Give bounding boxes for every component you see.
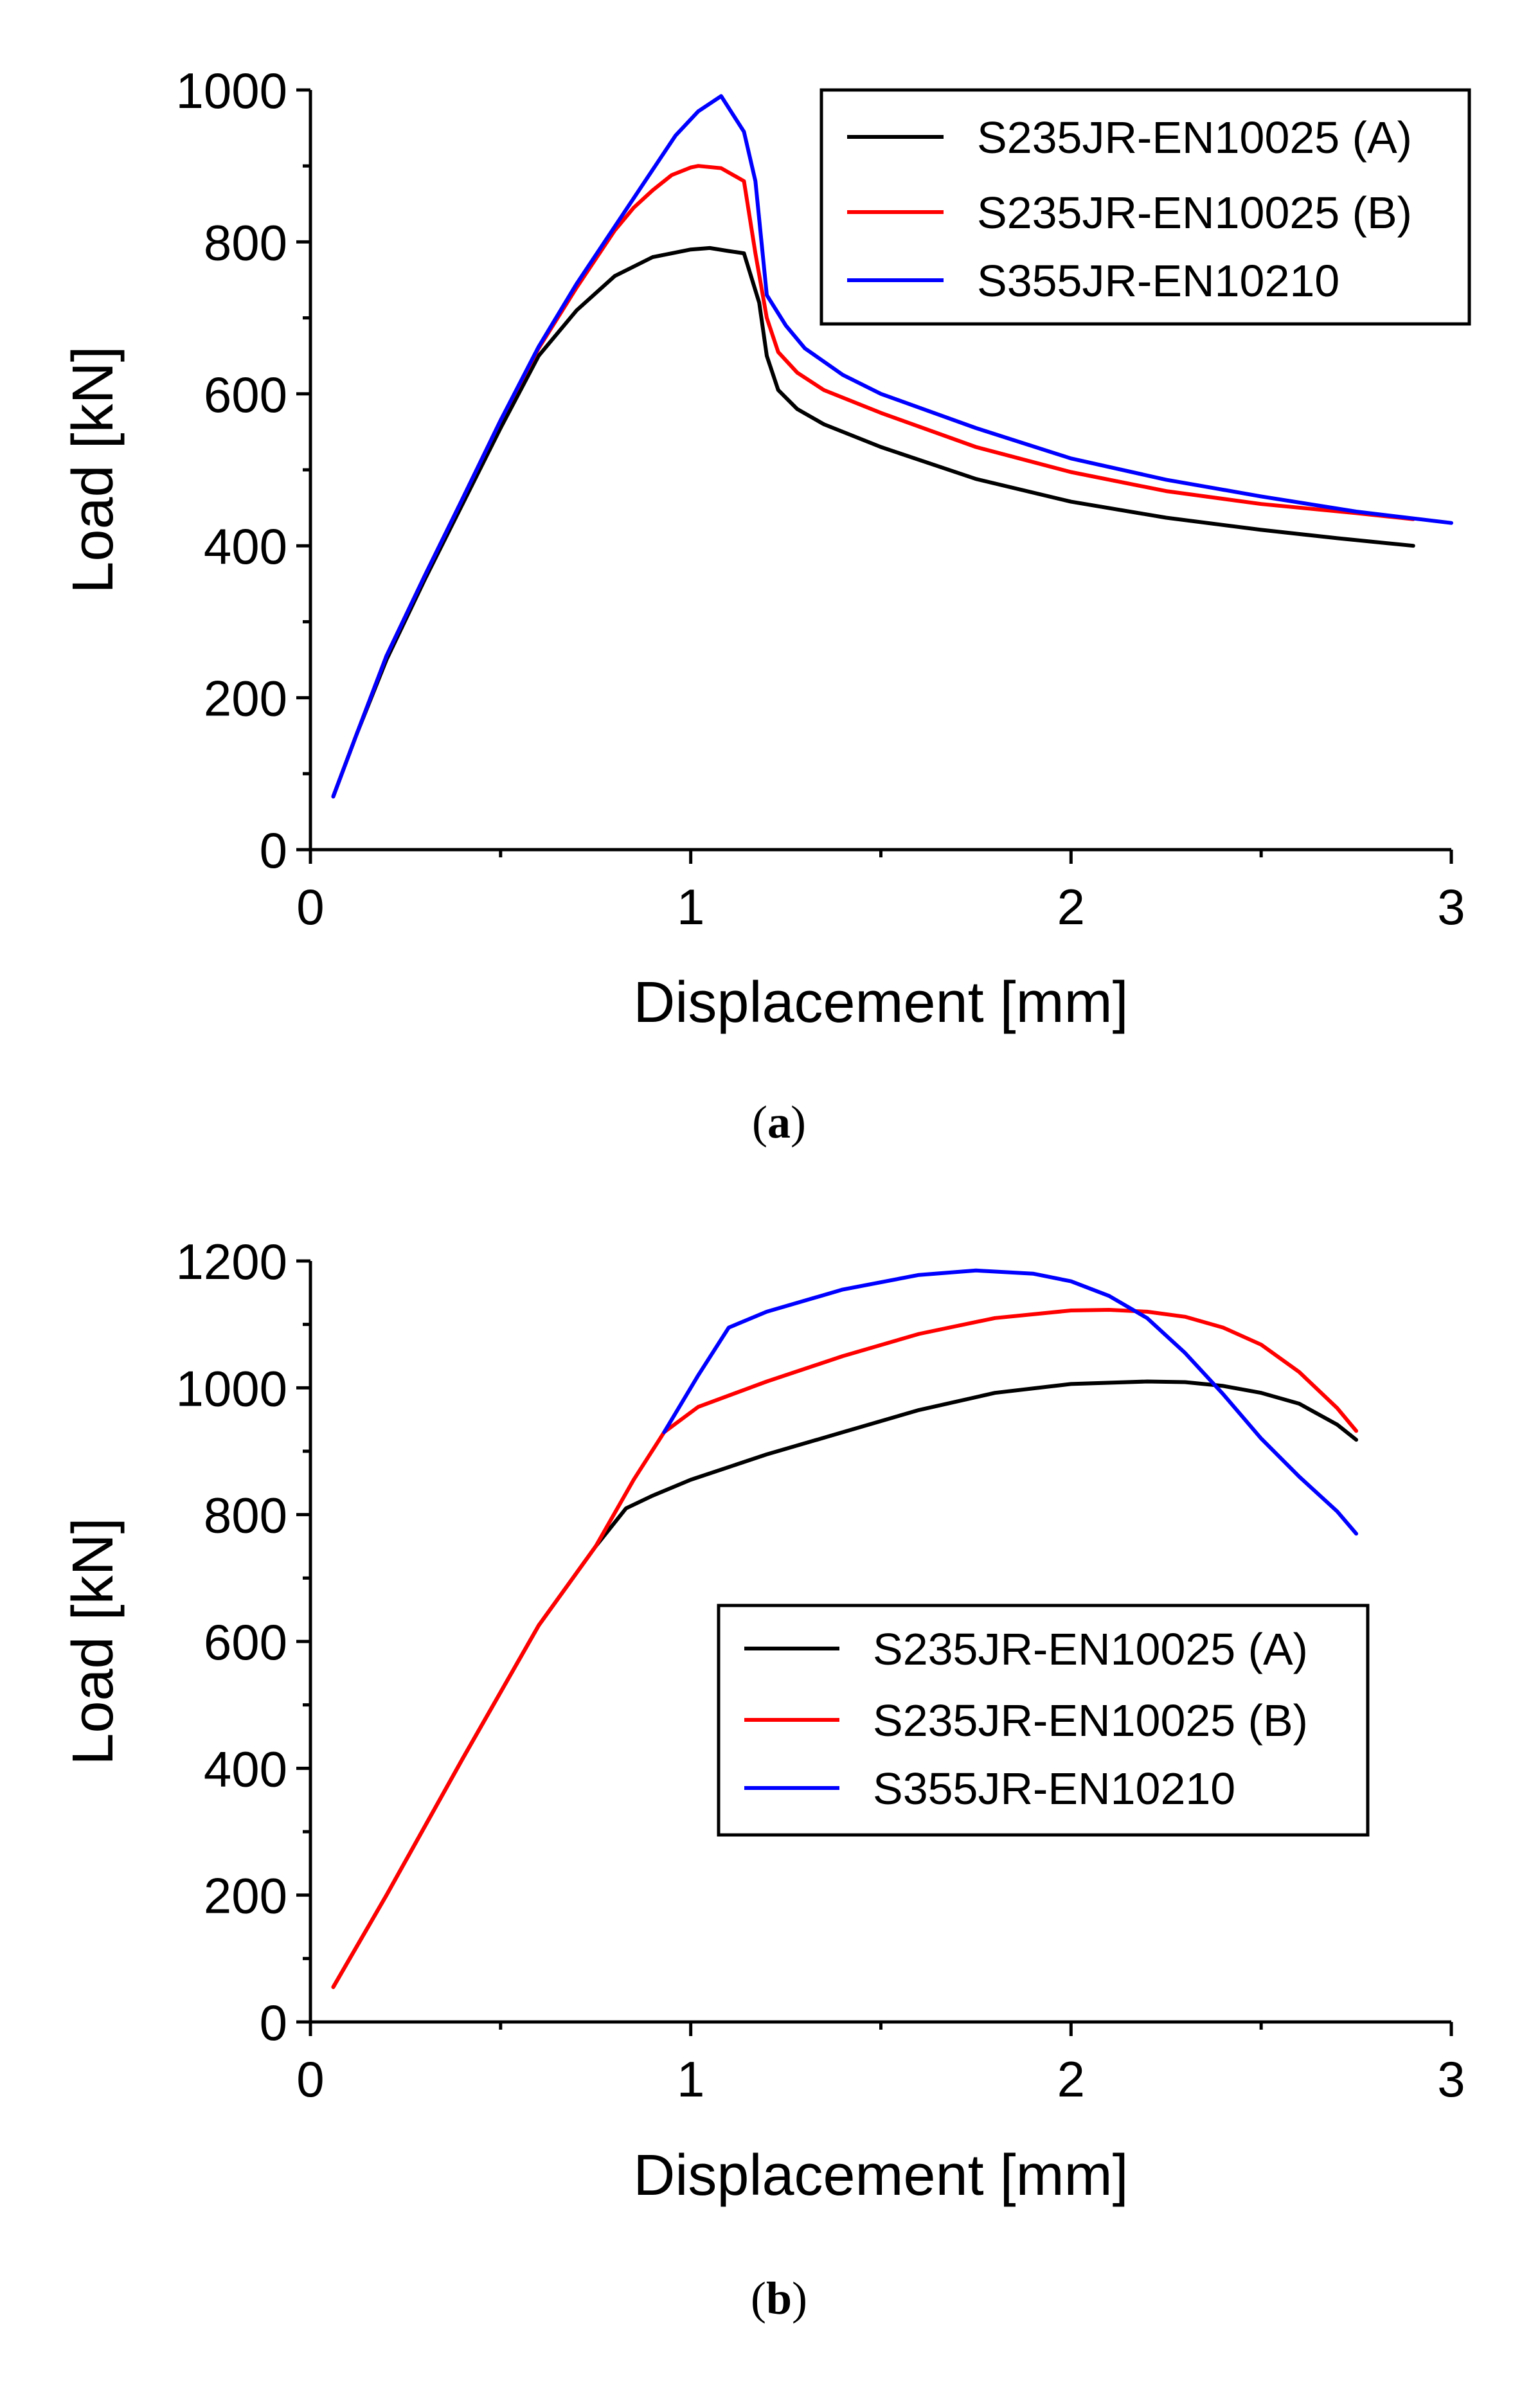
chart-b-x-ticks: 0 1 2 3 — [296, 2022, 1465, 2107]
chart-a: 0 200 400 600 800 1000 0 1 2 3 Load [kN] Displac… — [61, 62, 1471, 1148]
chart-b: 0 200 400 600 800 1000 1200 0 1 2 3 Load [kN] Dis… — [61, 1233, 1465, 2324]
y-tick-label: 1200 — [175, 1233, 287, 1290]
y-tick-label: 0 — [260, 1994, 287, 2051]
x-tick-label: 3 — [1437, 879, 1465, 935]
chart-a-legend-label-s355: S355JR-EN10210 — [977, 256, 1339, 306]
y-tick-label: 200 — [204, 1868, 287, 1924]
y-tick-label: 400 — [204, 518, 287, 575]
chart-b-axes — [309, 1261, 1451, 2024]
chart-b-legend-label-s355: S355JR-EN10210 — [873, 1764, 1235, 1814]
series-line-1 — [331, 246, 1415, 799]
series-line-2 — [331, 1308, 1359, 1989]
y-tick-label: 200 — [204, 670, 287, 727]
y-tick-label: 1000 — [175, 1360, 287, 1417]
chart-a-x-ticks: 0 1 2 3 — [296, 850, 1465, 935]
chart-b-caption: (b) — [751, 2273, 807, 2324]
x-tick-label: 3 — [1437, 2051, 1465, 2107]
x-tick-label: 1 — [677, 879, 704, 935]
chart-a-legend-label-b: S235JR-EN10025 (B) — [977, 188, 1412, 238]
x-tick-label: 1 — [677, 2051, 704, 2107]
y-tick-label: 0 — [260, 822, 287, 879]
y-tick-label: 800 — [204, 214, 287, 271]
chart-a-legend-box — [819, 88, 1471, 326]
chart-a-legend-label-a: S235JR-EN10025 (A) — [977, 112, 1412, 163]
chart-a-x-axis-title: Displacement [mm] — [633, 970, 1128, 1035]
x-tick-label: 0 — [296, 2051, 324, 2107]
chart-a-axes — [309, 90, 1451, 852]
y-tick-label: 1000 — [175, 62, 287, 119]
series-line-3 — [662, 1268, 1359, 1536]
chart-a-caption: (a) — [752, 1096, 806, 1148]
chart-b-legend-label-a: S235JR-EN10025 (A) — [873, 1624, 1308, 1674]
chart-b-legend: S235JR-EN10025 (A) S235JR-EN10025 (B) S3… — [717, 1604, 1370, 1837]
chart-a-legend: S235JR-EN10025 (A) S235JR-EN10025 (B) S3… — [819, 88, 1471, 326]
chart-b-y-ticks: 0 200 400 600 800 1000 1200 — [175, 1233, 310, 2051]
chart-a-y-axis-title: Load [kN] — [61, 346, 125, 593]
chart-a-plot-area — [331, 94, 1453, 799]
chart-b-legend-label-b: S235JR-EN10025 (B) — [873, 1695, 1308, 1746]
chart-b-y-axis-title: Load [kN] — [61, 1517, 125, 1765]
y-tick-label: 800 — [204, 1487, 287, 1544]
chart-a-y-ticks: 0 200 400 600 800 1000 — [175, 62, 310, 879]
chart-b-plot-area — [331, 1268, 1359, 1989]
series-line-3 — [331, 94, 1453, 799]
x-tick-label: 0 — [296, 879, 324, 935]
y-tick-label: 600 — [204, 1614, 287, 1670]
y-tick-label: 600 — [204, 366, 287, 423]
y-tick-label: 400 — [204, 1740, 287, 1797]
x-tick-label: 2 — [1057, 879, 1085, 935]
chart-b-x-axis-title: Displacement [mm] — [633, 2143, 1128, 2208]
x-tick-label: 2 — [1057, 2051, 1085, 2107]
